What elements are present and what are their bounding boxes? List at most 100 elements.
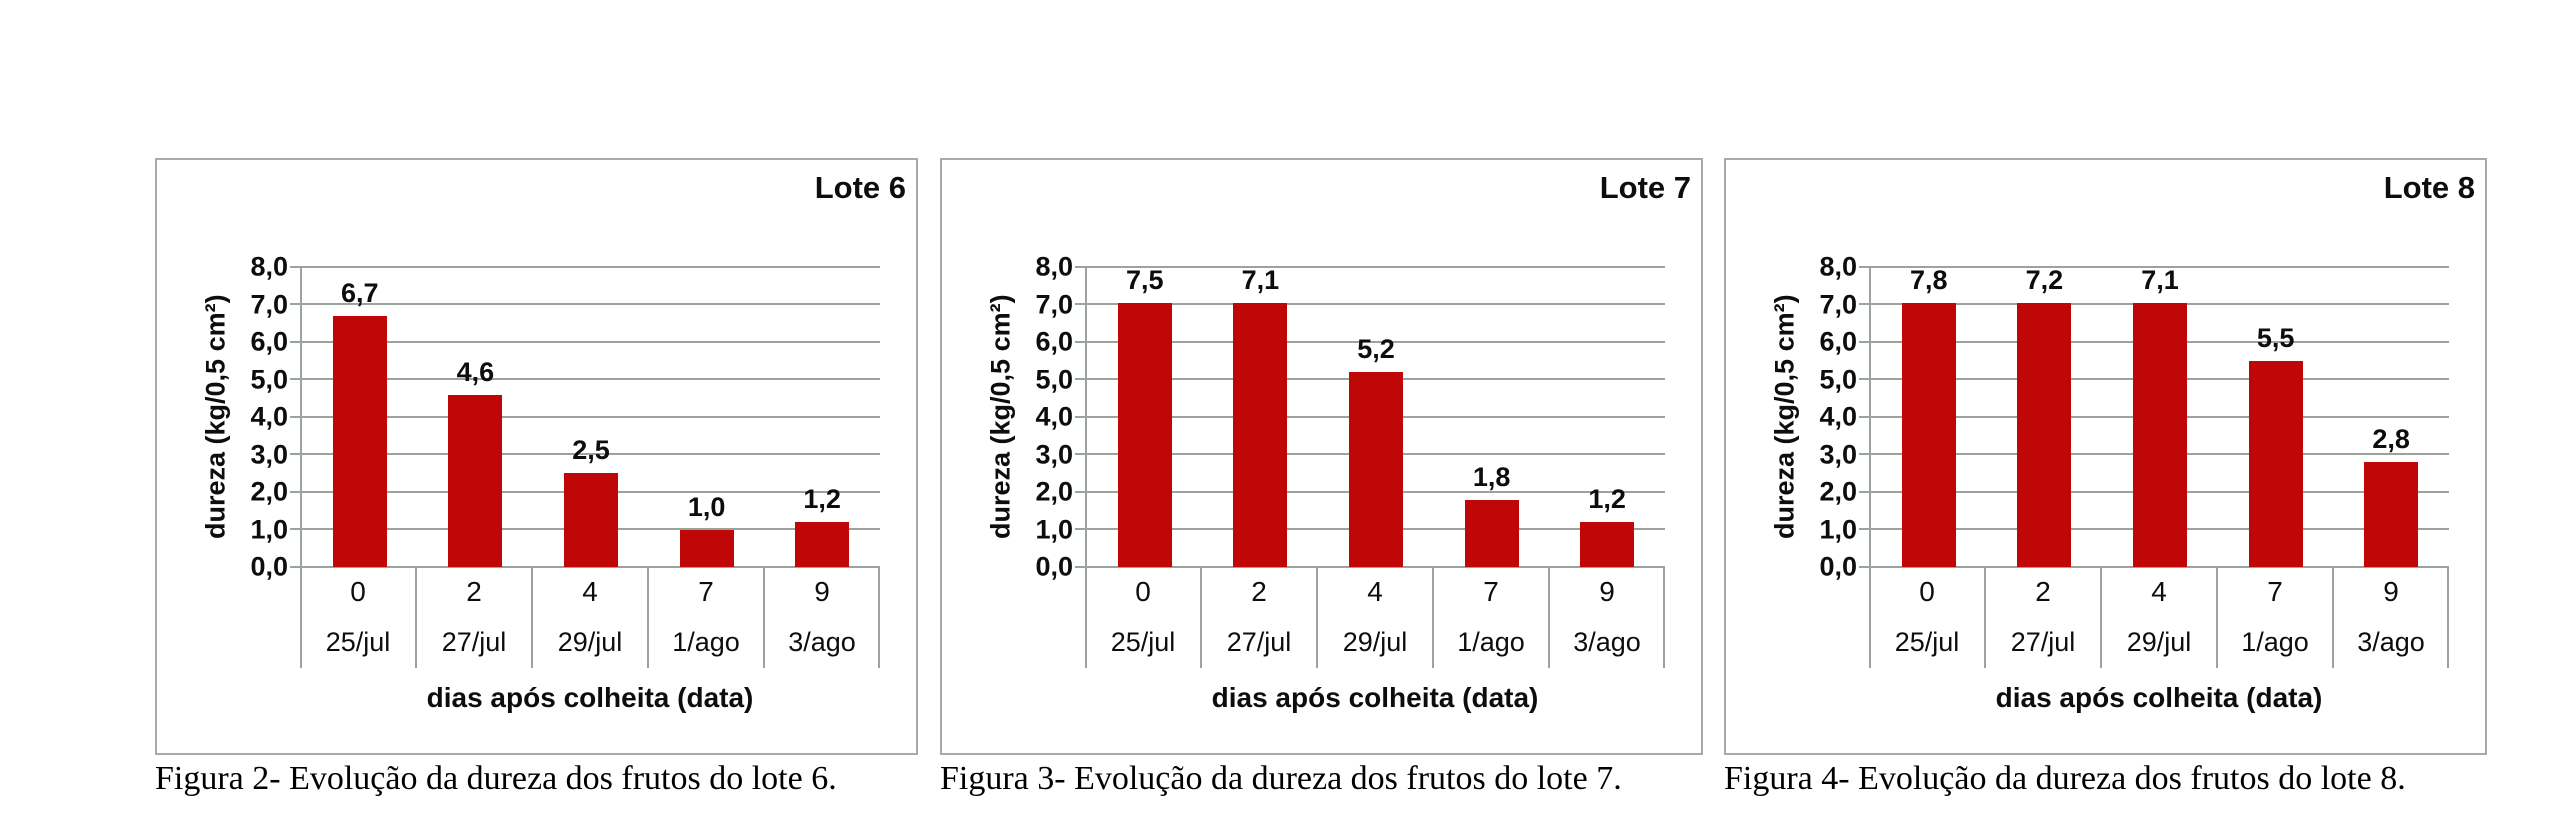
y-tick-label: 0,0: [250, 551, 288, 582]
y-tick-label: 6,0: [1035, 326, 1073, 357]
gridline: [290, 266, 880, 268]
y-tick-label: 6,0: [1819, 326, 1857, 357]
category-separator: [1869, 567, 1871, 668]
category-axis: 0 2 4 7 9 25/jul 27/jul 29/jul 1/ago 3/a…: [1085, 567, 1665, 668]
y-tick-label: 1,0: [1035, 514, 1073, 544]
y-tick-label: 1,0: [250, 514, 288, 544]
bar-group: 4,6: [418, 267, 534, 567]
bar-group: 7,8: [1871, 267, 1987, 567]
y-tick-label: 6,0: [250, 326, 288, 357]
y-tick-label: 0,0: [1035, 551, 1073, 582]
y-tick-label: 3,0: [1819, 439, 1857, 469]
category-date-label: 1/ago: [1457, 627, 1525, 657]
category-label: 7: [2267, 576, 2283, 607]
y-tick-label: 7,0: [1819, 289, 1857, 319]
bar-group: 1,8: [1434, 267, 1550, 567]
y-axis-title: dureza (kg/0,5 cm²): [200, 294, 231, 540]
y-axis-title: dureza (kg/0,5 cm²): [1769, 294, 1800, 540]
bar: [2132, 303, 2187, 567]
category-separator: [415, 567, 417, 668]
bar: [1233, 303, 1288, 567]
category-label: 4: [2151, 576, 2167, 607]
category-label: 9: [814, 576, 830, 607]
y-tick-label: 2,0: [1035, 476, 1073, 507]
bar-value-label: 5,5: [2256, 322, 2295, 353]
y-tick-label: 4,0: [1035, 401, 1073, 432]
bar-group: 1,2: [764, 267, 880, 567]
category-label: 0: [1919, 576, 1935, 607]
category-day-row: 0 2 4 7 9: [1085, 567, 1665, 617]
bar-value-label: 1,0: [687, 491, 726, 522]
bar: [1901, 303, 1956, 567]
bar: [2017, 303, 2072, 567]
gridline: [290, 378, 880, 380]
category-separator: [1432, 567, 1434, 668]
chart-panel-lote-6: Lote 6 dureza (kg/0,5 cm²) 8,0 7,0 6,0 5…: [155, 158, 918, 755]
x-axis-line: [1075, 566, 1665, 568]
y-tick-label: 5,0: [1819, 364, 1857, 394]
y-tick-label: 5,0: [1035, 364, 1073, 394]
category-separator: [2100, 567, 2102, 668]
category-date-label: 29/jul: [557, 627, 623, 657]
gridline: [1075, 266, 1665, 268]
gridline: [1075, 341, 1665, 343]
bar-value-label: 2,8: [2372, 424, 2410, 454]
category-label: 7: [698, 576, 714, 607]
category-date-label: 29/jul: [2126, 627, 2192, 657]
bar: [1464, 499, 1519, 567]
bar-group: 5,5: [2218, 267, 2334, 567]
gridline: [1075, 303, 1665, 305]
category-date-row: 25/jul 27/jul 29/jul 1/ago 3/ago: [1085, 617, 1665, 668]
bar-value-label: 4,6: [456, 356, 495, 387]
y-tick-label: 0,0: [1819, 551, 1857, 582]
category-date-label: 3/ago: [2357, 627, 2425, 657]
bar-value-label: 1,8: [1472, 461, 1511, 492]
bar-group: 7,2: [1987, 267, 2103, 567]
category-label: 0: [1135, 576, 1151, 607]
y-tick-label: 7,0: [1035, 289, 1073, 319]
plot-area: 8,0 7,0 6,0 5,0 4,0 3,0 2,0 1,0 0,0 6,7 …: [250, 252, 880, 582]
bar-value-label: 6,7: [341, 277, 379, 308]
bar: [2248, 360, 2303, 567]
category-separator: [2447, 567, 2449, 668]
bar-group: 1,0: [649, 267, 765, 567]
x-axis-line: [290, 566, 880, 568]
category-separator: [1548, 567, 1550, 668]
bar-value-label: 7,5: [1126, 265, 1164, 295]
bar-group: 7,1: [2102, 267, 2218, 567]
category-label: 9: [1599, 576, 1615, 607]
bar: [563, 473, 618, 567]
category-separator: [763, 567, 765, 668]
y-tick-label: 3,0: [250, 439, 288, 469]
chart-panel-lote-7: Lote 7 dureza (kg/0,5 cm²) 8,0 7,0 6,0 5…: [940, 158, 1703, 755]
category-date-label: 3/ago: [1573, 627, 1641, 657]
bar-value-label: 7,1: [2141, 265, 2179, 295]
bar-value-label: 7,8: [1910, 265, 1948, 295]
category-separator: [878, 567, 880, 668]
category-label: 9: [2383, 576, 2399, 607]
bar-group: 5,2: [1318, 267, 1434, 567]
chart-title: Lote 6: [814, 170, 906, 205]
category-date-label: 25/jul: [1894, 627, 1960, 657]
category-separator: [1984, 567, 1986, 668]
figure-caption: Figura 2- Evolução da dureza dos frutos …: [155, 760, 837, 797]
category-separator: [300, 567, 302, 668]
chart-title: Lote 7: [1599, 170, 1691, 205]
plot-area: 8,0 7,0 6,0 5,0 4,0 3,0 2,0 1,0 0,0 7,8 …: [1819, 252, 2449, 582]
x-axis-line: [1859, 566, 2449, 568]
category-label: 0: [350, 576, 366, 607]
category-separator: [531, 567, 533, 668]
y-tick-label: 4,0: [250, 401, 288, 432]
category-date-label: 25/jul: [325, 627, 391, 657]
category-separator: [1085, 567, 1087, 668]
bar: [448, 394, 503, 567]
category-label: 2: [1251, 576, 1267, 607]
category-separator: [2216, 567, 2218, 668]
category-separator: [1200, 567, 1202, 668]
category-date-label: 3/ago: [788, 627, 856, 657]
gridline: [290, 416, 880, 418]
category-separator: [2332, 567, 2334, 668]
category-label: 4: [1367, 576, 1383, 607]
y-tick-label: 8,0: [1035, 251, 1073, 282]
